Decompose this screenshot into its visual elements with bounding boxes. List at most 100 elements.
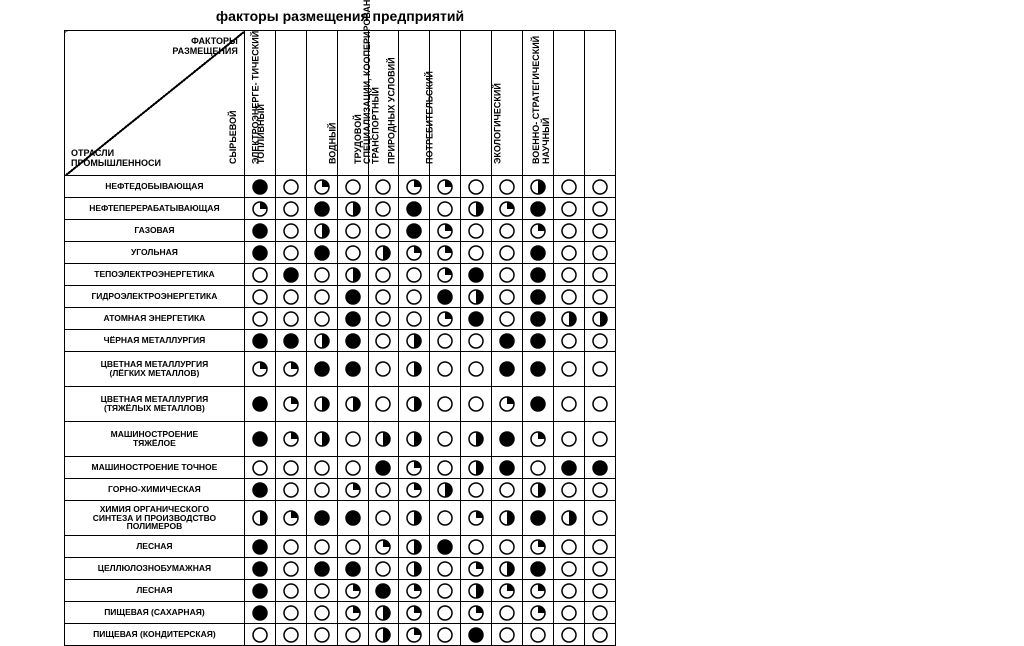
table-row: ЛЕСНАЯ <box>65 536 616 558</box>
harvey-cell <box>584 501 615 536</box>
harvey-cell <box>554 387 585 422</box>
harvey-cell <box>306 352 337 387</box>
harvey-cell <box>492 422 523 457</box>
table-row: МАШИНОСТРОЕНИЕТЯЖЁЛОЕ <box>65 422 616 457</box>
harvey-cell <box>584 198 615 220</box>
harvey-cell <box>306 264 337 286</box>
harvey-cell <box>492 352 523 387</box>
harvey-cell <box>306 536 337 558</box>
harvey-cell <box>584 536 615 558</box>
harvey-cell <box>275 580 306 602</box>
harvey-cell <box>368 536 399 558</box>
column-header: ПОТРЕБИТЕЛЬСКИЙ <box>461 31 492 176</box>
harvey-cell <box>306 602 337 624</box>
column-label: НАУЧНЫЙ <box>541 118 551 164</box>
harvey-cell <box>554 330 585 352</box>
table-row: НЕФТЕДОБЫВАЮЩАЯ <box>65 176 616 198</box>
harvey-cell <box>461 308 492 330</box>
harvey-cell <box>492 330 523 352</box>
harvey-cell <box>523 308 554 330</box>
harvey-cell <box>492 624 523 646</box>
table-row: ПИЩЕВАЯ (КОНДИТЕРСКАЯ) <box>65 624 616 646</box>
harvey-cell <box>461 352 492 387</box>
harvey-cell <box>399 558 430 580</box>
harvey-cell <box>399 176 430 198</box>
harvey-cell <box>399 387 430 422</box>
harvey-cell <box>399 501 430 536</box>
harvey-cell <box>399 264 430 286</box>
harvey-cell <box>492 176 523 198</box>
harvey-cell <box>244 198 275 220</box>
harvey-cell <box>275 242 306 264</box>
table-row: УГОЛЬНАЯ <box>65 242 616 264</box>
harvey-cell <box>523 479 554 501</box>
harvey-cell <box>461 558 492 580</box>
table-row: ПИЩЕВАЯ (САХАРНАЯ) <box>65 602 616 624</box>
harvey-cell <box>523 220 554 242</box>
harvey-cell <box>275 308 306 330</box>
harvey-cell <box>244 501 275 536</box>
harvey-cell <box>244 330 275 352</box>
harvey-cell <box>584 457 615 479</box>
column-label: ЭКОЛОГИЧЕСКИЙ <box>493 83 503 164</box>
harvey-cell <box>554 602 585 624</box>
harvey-cell <box>368 624 399 646</box>
harvey-cell <box>399 286 430 308</box>
harvey-cell <box>275 198 306 220</box>
harvey-cell <box>368 558 399 580</box>
harvey-cell <box>430 198 461 220</box>
harvey-cell <box>275 422 306 457</box>
harvey-cell <box>337 501 368 536</box>
column-label: ЭЛЕКТРОЭНЕРГЕ- ТИЧЕСКИЙ <box>250 31 260 164</box>
harvey-cell <box>275 220 306 242</box>
harvey-cell <box>461 602 492 624</box>
harvey-cell <box>244 387 275 422</box>
harvey-cell <box>337 352 368 387</box>
harvey-cell <box>275 624 306 646</box>
harvey-cell <box>430 176 461 198</box>
harvey-cell <box>523 198 554 220</box>
harvey-cell <box>584 479 615 501</box>
row-label: ПИЩЕВАЯ (САХАРНАЯ) <box>65 602 245 624</box>
harvey-cell <box>368 198 399 220</box>
harvey-cell <box>368 220 399 242</box>
harvey-cell <box>554 176 585 198</box>
column-label: ТРАНСПОРТНЫЙ <box>371 87 381 164</box>
diagonal-header: ФАКТОРЫРАЗМЕЩЕНИЯ ОТРАСЛИПРОМЫШЛЕННОСИ <box>65 31 245 176</box>
table-row: ХИМИЯ ОРГАНИЧЕСКОГОСИНТЕЗА И ПРОИЗВОДСТВ… <box>65 501 616 536</box>
harvey-cell <box>584 558 615 580</box>
harvey-cell <box>584 602 615 624</box>
harvey-cell <box>430 330 461 352</box>
harvey-cell <box>244 286 275 308</box>
harvey-cell <box>523 330 554 352</box>
harvey-cell <box>337 536 368 558</box>
harvey-cell <box>244 536 275 558</box>
row-label: МАШИНОСТРОЕНИЕТЯЖЁЛОЕ <box>65 422 245 457</box>
harvey-cell <box>492 220 523 242</box>
harvey-cell <box>461 501 492 536</box>
harvey-cell <box>461 422 492 457</box>
harvey-cell <box>523 501 554 536</box>
diag-top-label: ФАКТОРЫРАЗМЕЩЕНИЯ <box>172 37 237 57</box>
harvey-cell <box>554 479 585 501</box>
harvey-cell <box>492 264 523 286</box>
harvey-cell <box>368 286 399 308</box>
column-header: ВОЕННО- СТРАТЕГИЧЕСКИЙ <box>584 31 615 176</box>
harvey-cell <box>337 602 368 624</box>
harvey-cell <box>399 352 430 387</box>
harvey-cell <box>306 501 337 536</box>
table-row: АТОМНАЯ ЭНЕРГЕТИКА <box>65 308 616 330</box>
harvey-cell <box>584 387 615 422</box>
harvey-cell <box>399 580 430 602</box>
harvey-cell <box>492 308 523 330</box>
table-row: МАШИНОСТРОЕНИЕ ТОЧНОЕ <box>65 457 616 479</box>
harvey-cell <box>430 501 461 536</box>
harvey-cell <box>430 242 461 264</box>
table-row: ГАЗОВАЯ <box>65 220 616 242</box>
harvey-cell <box>461 624 492 646</box>
harvey-cell <box>244 624 275 646</box>
harvey-cell <box>554 352 585 387</box>
harvey-cell <box>430 422 461 457</box>
harvey-cell <box>368 422 399 457</box>
harvey-cell <box>337 198 368 220</box>
